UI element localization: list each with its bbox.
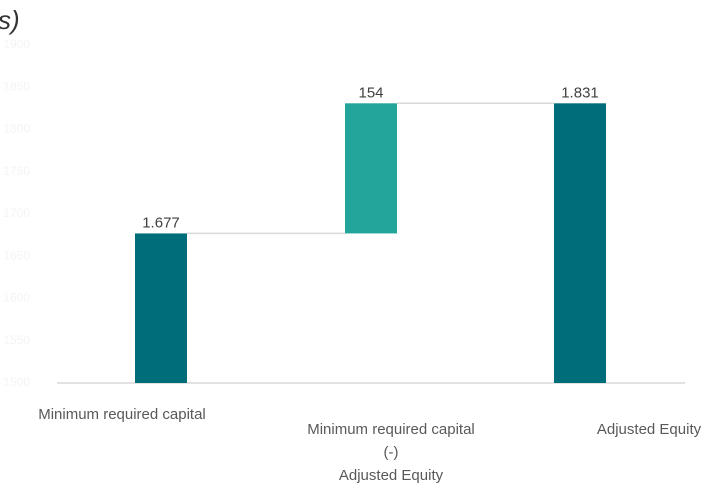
label-line: Adjusted Equity: [339, 467, 444, 484]
x-tick-label: Minimum required capital (-) Adjusted Equi…: [307, 421, 475, 484]
bar: [135, 233, 187, 383]
y-tick-label: 1750: [3, 164, 30, 178]
y-tick-label: 1700: [3, 206, 30, 220]
value-label: 1.677: [142, 214, 180, 231]
chart-title: s): [0, 5, 20, 35]
y-tick-label: 1900: [3, 37, 30, 51]
label-line: (-): [384, 444, 399, 461]
value-label: 1.831: [561, 84, 599, 101]
y-tick-label: 1550: [3, 333, 30, 347]
bar: [345, 103, 397, 234]
value-label: 154: [358, 84, 383, 101]
label-line: Minimum required capital: [307, 421, 475, 438]
x-tick-label: Adjusted Equity: [597, 421, 702, 438]
y-tick-label: 1850: [3, 79, 30, 93]
y-tick-label: 1650: [3, 248, 30, 262]
y-tick-label: 1600: [3, 291, 30, 305]
y-tick-label: 1800: [3, 122, 30, 136]
bar: [554, 103, 606, 384]
x-tick-label: Minimum required capital: [38, 406, 206, 423]
y-tick-label: 1500: [3, 375, 30, 389]
